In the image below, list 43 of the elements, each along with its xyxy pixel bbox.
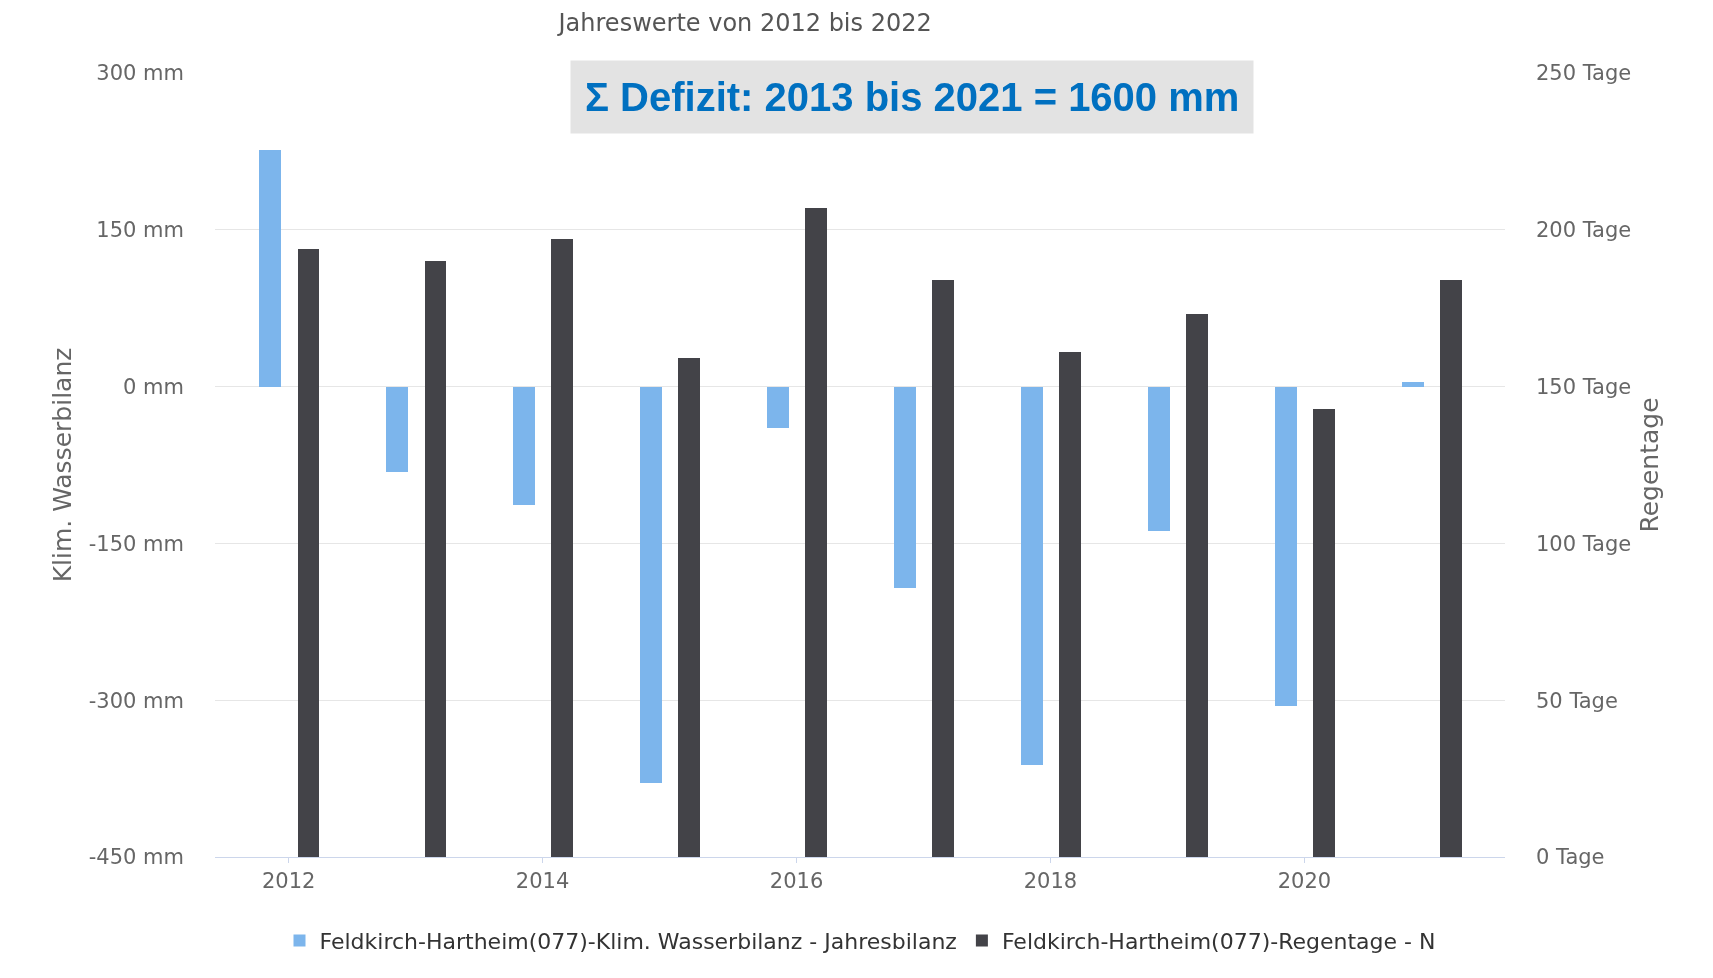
- y-axis-title: Klim. Wasserbilanz: [47, 347, 77, 583]
- bar: [259, 150, 281, 387]
- bar: [386, 387, 408, 472]
- bar: [640, 387, 662, 783]
- chart-title: Jahreswerte von 2012 bis 2022: [556, 9, 932, 38]
- y-tick-label: 150 mm: [96, 218, 184, 243]
- x-tick-label: 2012: [261, 869, 316, 894]
- y-tick-label: 0 mm: [123, 374, 184, 399]
- bar: [1148, 387, 1170, 531]
- y-tick-label: -300 mm: [88, 688, 184, 713]
- bar: [767, 387, 789, 428]
- x-tick-label: 2014: [515, 869, 570, 894]
- bar: [678, 358, 700, 857]
- bar: [1021, 387, 1043, 765]
- x-tick-label: 2016: [769, 869, 824, 894]
- y2-tick-label: 50 Tage: [1536, 688, 1618, 713]
- bar: [805, 208, 827, 857]
- y-tick-label: -450 mm: [88, 845, 184, 870]
- y-tick-label: 300 mm: [96, 61, 184, 86]
- legend-label: Feldkirch-Hartheim(077)-Klim. Wasserbilanz - Jahresbilanz: [319, 929, 957, 955]
- bar: [513, 387, 535, 505]
- bar: [1313, 409, 1335, 857]
- bar: [1186, 314, 1208, 857]
- y2-tick-label: 100 Tage: [1536, 531, 1632, 556]
- y-tick-label: -150 mm: [88, 531, 184, 556]
- bar: [1059, 352, 1081, 857]
- y2-tick-label: 150 Tage: [1536, 374, 1632, 399]
- bar: [932, 280, 954, 857]
- bar: [1402, 382, 1424, 387]
- bar: [1440, 280, 1462, 857]
- y2-tick-label: 250 Tage: [1536, 61, 1632, 86]
- x-tick-label: 2020: [1277, 869, 1332, 894]
- bar: [1275, 387, 1297, 706]
- annotation: Σ Defizit: 2013 bis 2021 = 1600 mm: [585, 75, 1240, 119]
- bar: [298, 249, 319, 857]
- legend-label: Feldkirch-Hartheim(077)-Regentage - N: [1001, 929, 1436, 955]
- bar: [894, 387, 916, 588]
- y2-tick-label: 200 Tage: [1536, 218, 1632, 243]
- bar: [551, 239, 573, 857]
- y2-axis-title: Regentage: [1635, 397, 1665, 533]
- x-tick-label: 2018: [1023, 869, 1078, 894]
- y2-tick-label: 0 Tage: [1536, 845, 1605, 870]
- bar: [425, 261, 446, 857]
